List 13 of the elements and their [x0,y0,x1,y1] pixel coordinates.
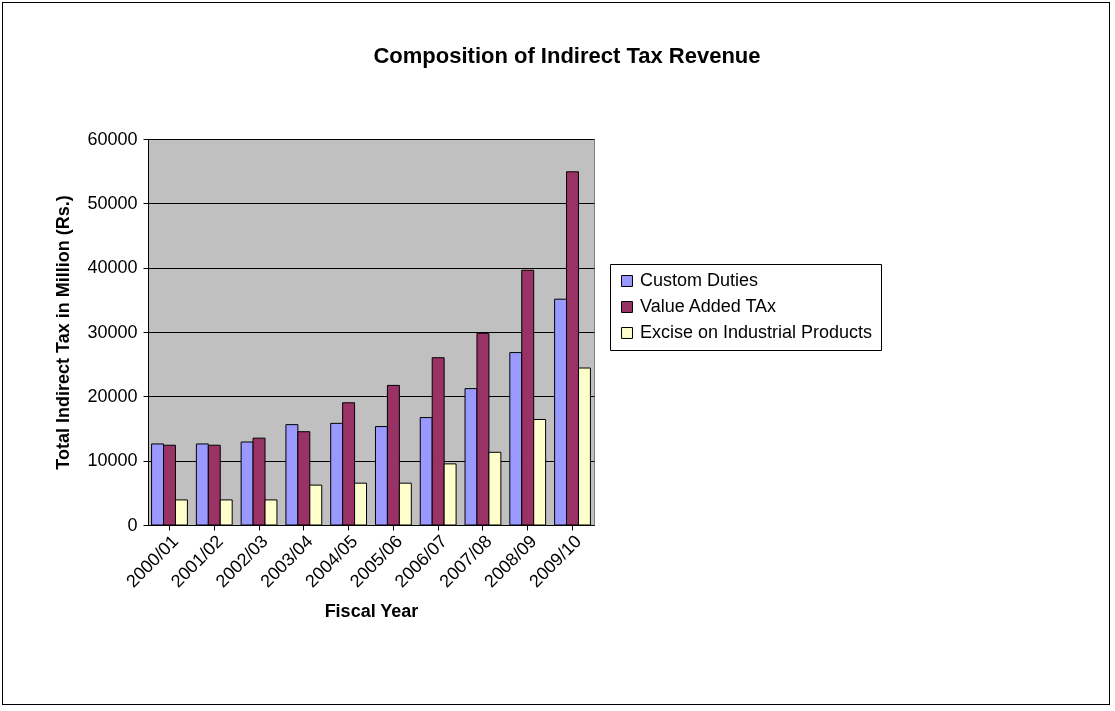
x-axis-title: Fiscal Year [324,601,419,622]
y-tick-label: 40000 [87,257,138,278]
y-tick-label: 10000 [87,450,138,471]
y-axis-title: Total Indirect Tax in Million (Rs.) [53,195,74,470]
y-tick-label: 60000 [87,128,138,149]
y-tick-label: 0 [127,514,138,535]
y-tick-label: 20000 [87,385,138,406]
y-tick-label: 50000 [87,192,138,213]
legend-label: Excise on Industrial Products [640,322,873,342]
y-tick-label: 30000 [87,321,138,342]
chart-title: Composition of Indirect Tax Revenue [373,43,761,68]
legend-label: Custom Duties [640,270,759,290]
legend-label: Value Added TAx [640,296,777,316]
